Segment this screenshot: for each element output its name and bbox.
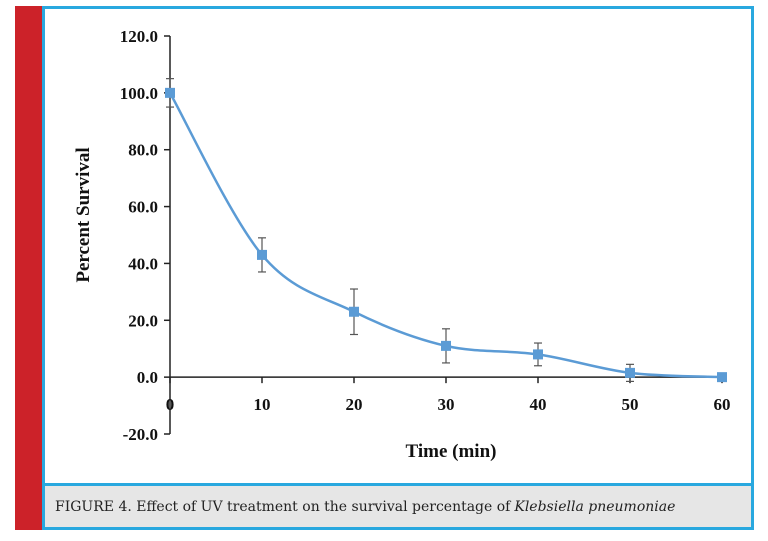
x-tick-label: 0 (166, 395, 175, 414)
y-tick-label: 60.0 (128, 198, 158, 217)
y-tick-label: -20.0 (123, 425, 158, 444)
data-point (257, 249, 267, 260)
x-tick-label: 10 (254, 395, 271, 414)
y-axis-label: Percent Survival (73, 147, 94, 282)
x-tick-label: 20 (346, 395, 363, 414)
x-tick-label: 30 (438, 395, 455, 414)
y-tick-label: 20.0 (128, 311, 158, 330)
data-point (441, 340, 451, 351)
caption-text: FIGURE 4. Effect of UV treatment on the … (55, 498, 511, 515)
y-tick-label: 80.0 (128, 141, 158, 160)
data-points (165, 87, 727, 383)
x-axis-label: Time (min) (406, 441, 497, 462)
y-tick-label: 40.0 (128, 254, 158, 273)
accent-bar (15, 6, 43, 530)
x-tick-label: 60 (714, 395, 731, 414)
figure-frame: -20.0 0.0 20.0 40.0 60.0 80.0 100.0 120.0 0 10 20… (42, 6, 754, 530)
data-point (349, 306, 359, 317)
y-tick-labels: -20.0 0.0 20.0 40.0 60.0 80.0 100.0 120.0 (120, 27, 158, 444)
data-point (165, 87, 175, 98)
y-tick-label: 100.0 (120, 84, 158, 103)
data-point (625, 367, 635, 378)
figure-caption: FIGURE 4. Effect of UV treatment on the … (45, 483, 751, 527)
survival-chart: -20.0 0.0 20.0 40.0 60.0 80.0 100.0 120.0 0 10 20… (73, 27, 731, 462)
data-point (533, 349, 543, 360)
x-tick-label: 40 (530, 395, 547, 414)
y-tick-label: 0.0 (137, 368, 158, 387)
data-point (717, 372, 727, 383)
caption-organism: Klebsiella pneumoniae (514, 498, 676, 515)
x-tick-labels: 0 10 20 30 40 50 60 (166, 395, 731, 414)
x-tick-label: 50 (622, 395, 639, 414)
error-bars (166, 78, 634, 383)
y-tick-label: 120.0 (120, 27, 158, 46)
